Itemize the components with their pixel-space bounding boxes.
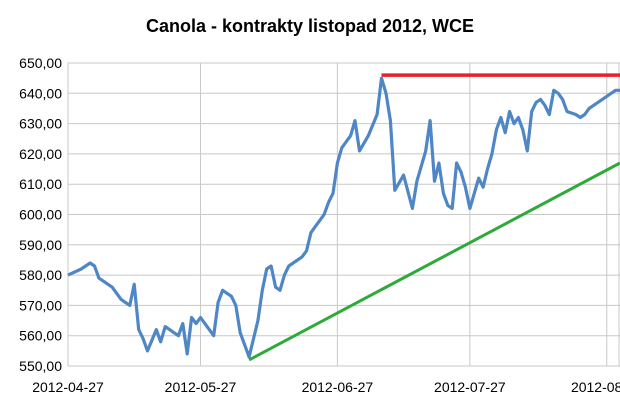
series-layer [67,73,620,362]
y-tick-label: 580,00 [19,267,62,283]
x-tick-label: 2012-06-27 [302,379,374,395]
y-tick-label: 610,00 [19,176,62,192]
support-trendline [248,161,620,362]
x-tick-label: 2012-05-27 [165,379,237,395]
y-tick-label: 560,00 [19,328,62,344]
price-line [67,76,620,359]
x-tick-label: 2012-04-27 [32,379,104,395]
y-tick-label: 630,00 [19,116,62,132]
y-tick-label: 620,00 [19,146,62,162]
plot-frame [67,62,620,367]
x-axis-ticks: 2012-04-27 2012-05-27 2012-06-27 2012-07-27… [32,379,620,395]
y-tick-label: 570,00 [19,297,62,313]
chart-title: Canola - kontrakty listopad 2012, WCE [146,16,474,36]
y-tick-label: 640,00 [19,85,62,101]
x-tick-label: 2012-08-27 [571,379,620,395]
x-tick-label: 2012-07-27 [434,379,506,395]
y-axis-ticks: 550,00 560,00 570,00 580,00 590,00 600,00 610,… [19,55,62,374]
y-tick-label: 590,00 [19,237,62,253]
y-tick-label: 550,00 [19,358,62,374]
grid [67,62,620,367]
y-tick-label: 600,00 [19,207,62,223]
y-tick-label: 650,00 [19,55,62,71]
